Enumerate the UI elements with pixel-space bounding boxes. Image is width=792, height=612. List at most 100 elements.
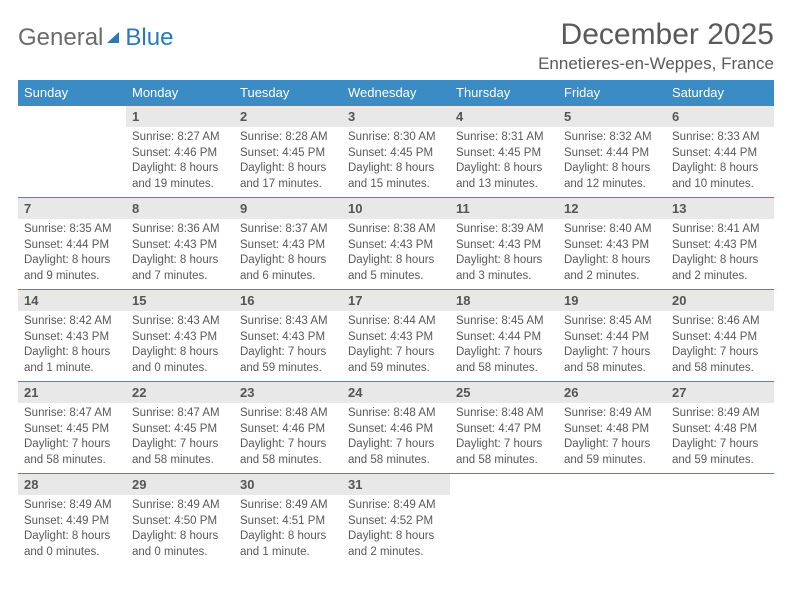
calendar-cell <box>558 474 666 566</box>
day-details: Sunrise: 8:49 AMSunset: 4:48 PMDaylight:… <box>558 403 666 472</box>
day-number: 5 <box>558 106 666 127</box>
day-details: Sunrise: 8:36 AMSunset: 4:43 PMDaylight:… <box>126 219 234 288</box>
page-header: General Blue December 2025 Ennetieres-en… <box>18 18 774 74</box>
calendar-cell: 18Sunrise: 8:45 AMSunset: 4:44 PMDayligh… <box>450 290 558 382</box>
calendar-cell: 4Sunrise: 8:31 AMSunset: 4:45 PMDaylight… <box>450 106 558 198</box>
day-number: 3 <box>342 106 450 127</box>
day-number: 8 <box>126 198 234 219</box>
day-details: Sunrise: 8:49 AMSunset: 4:48 PMDaylight:… <box>666 403 774 472</box>
day-details: Sunrise: 8:27 AMSunset: 4:46 PMDaylight:… <box>126 127 234 196</box>
calendar-cell: 2Sunrise: 8:28 AMSunset: 4:45 PMDaylight… <box>234 106 342 198</box>
day-details: Sunrise: 8:30 AMSunset: 4:45 PMDaylight:… <box>342 127 450 196</box>
day-number: 17 <box>342 290 450 311</box>
calendar-cell: 17Sunrise: 8:44 AMSunset: 4:43 PMDayligh… <box>342 290 450 382</box>
calendar-cell: 14Sunrise: 8:42 AMSunset: 4:43 PMDayligh… <box>18 290 126 382</box>
calendar-cell: 27Sunrise: 8:49 AMSunset: 4:48 PMDayligh… <box>666 382 774 474</box>
day-details: Sunrise: 8:45 AMSunset: 4:44 PMDaylight:… <box>558 311 666 380</box>
logo-triangle-icon <box>105 29 123 47</box>
day-number: 30 <box>234 474 342 495</box>
calendar-cell: 10Sunrise: 8:38 AMSunset: 4:43 PMDayligh… <box>342 198 450 290</box>
day-number: 14 <box>18 290 126 311</box>
calendar-cell: 3Sunrise: 8:30 AMSunset: 4:45 PMDaylight… <box>342 106 450 198</box>
calendar-cell: 5Sunrise: 8:32 AMSunset: 4:44 PMDaylight… <box>558 106 666 198</box>
day-details: Sunrise: 8:31 AMSunset: 4:45 PMDaylight:… <box>450 127 558 196</box>
calendar-cell: 22Sunrise: 8:47 AMSunset: 4:45 PMDayligh… <box>126 382 234 474</box>
day-details: Sunrise: 8:48 AMSunset: 4:47 PMDaylight:… <box>450 403 558 472</box>
day-details: Sunrise: 8:37 AMSunset: 4:43 PMDaylight:… <box>234 219 342 288</box>
calendar-cell: 9Sunrise: 8:37 AMSunset: 4:43 PMDaylight… <box>234 198 342 290</box>
day-details: Sunrise: 8:45 AMSunset: 4:44 PMDaylight:… <box>450 311 558 380</box>
calendar-cell: 21Sunrise: 8:47 AMSunset: 4:45 PMDayligh… <box>18 382 126 474</box>
weekday-header-row: Sunday Monday Tuesday Wednesday Thursday… <box>18 80 774 106</box>
day-details: Sunrise: 8:43 AMSunset: 4:43 PMDaylight:… <box>126 311 234 380</box>
day-number: 19 <box>558 290 666 311</box>
day-details: Sunrise: 8:41 AMSunset: 4:43 PMDaylight:… <box>666 219 774 288</box>
col-monday: Monday <box>126 80 234 106</box>
day-details: Sunrise: 8:32 AMSunset: 4:44 PMDaylight:… <box>558 127 666 196</box>
logo: General Blue <box>18 18 173 52</box>
calendar-cell: 6Sunrise: 8:33 AMSunset: 4:44 PMDaylight… <box>666 106 774 198</box>
calendar-cell: 30Sunrise: 8:49 AMSunset: 4:51 PMDayligh… <box>234 474 342 566</box>
day-number: 6 <box>666 106 774 127</box>
calendar-week-row: 7Sunrise: 8:35 AMSunset: 4:44 PMDaylight… <box>18 198 774 290</box>
calendar-body: 1Sunrise: 8:27 AMSunset: 4:46 PMDaylight… <box>18 106 774 566</box>
day-number: 10 <box>342 198 450 219</box>
col-tuesday: Tuesday <box>234 80 342 106</box>
day-details: Sunrise: 8:33 AMSunset: 4:44 PMDaylight:… <box>666 127 774 196</box>
col-saturday: Saturday <box>666 80 774 106</box>
day-details: Sunrise: 8:49 AMSunset: 4:51 PMDaylight:… <box>234 495 342 564</box>
day-details: Sunrise: 8:46 AMSunset: 4:44 PMDaylight:… <box>666 311 774 380</box>
day-number: 26 <box>558 382 666 403</box>
calendar-week-row: 14Sunrise: 8:42 AMSunset: 4:43 PMDayligh… <box>18 290 774 382</box>
calendar-cell: 8Sunrise: 8:36 AMSunset: 4:43 PMDaylight… <box>126 198 234 290</box>
day-details: Sunrise: 8:44 AMSunset: 4:43 PMDaylight:… <box>342 311 450 380</box>
location: Ennetieres-en-Weppes, France <box>538 54 774 74</box>
calendar-cell: 20Sunrise: 8:46 AMSunset: 4:44 PMDayligh… <box>666 290 774 382</box>
day-number: 29 <box>126 474 234 495</box>
day-details: Sunrise: 8:40 AMSunset: 4:43 PMDaylight:… <box>558 219 666 288</box>
day-number: 4 <box>450 106 558 127</box>
calendar-cell: 19Sunrise: 8:45 AMSunset: 4:44 PMDayligh… <box>558 290 666 382</box>
day-number: 18 <box>450 290 558 311</box>
calendar-cell: 25Sunrise: 8:48 AMSunset: 4:47 PMDayligh… <box>450 382 558 474</box>
day-number: 2 <box>234 106 342 127</box>
calendar-cell: 13Sunrise: 8:41 AMSunset: 4:43 PMDayligh… <box>666 198 774 290</box>
calendar-table: Sunday Monday Tuesday Wednesday Thursday… <box>18 80 774 566</box>
day-number: 7 <box>18 198 126 219</box>
calendar-week-row: 21Sunrise: 8:47 AMSunset: 4:45 PMDayligh… <box>18 382 774 474</box>
month-title: December 2025 <box>538 18 774 52</box>
calendar-cell <box>450 474 558 566</box>
day-details: Sunrise: 8:47 AMSunset: 4:45 PMDaylight:… <box>126 403 234 472</box>
day-details: Sunrise: 8:38 AMSunset: 4:43 PMDaylight:… <box>342 219 450 288</box>
day-number: 27 <box>666 382 774 403</box>
calendar-cell <box>18 106 126 198</box>
day-details: Sunrise: 8:42 AMSunset: 4:43 PMDaylight:… <box>18 311 126 380</box>
day-number: 11 <box>450 198 558 219</box>
day-details: Sunrise: 8:48 AMSunset: 4:46 PMDaylight:… <box>234 403 342 472</box>
day-number: 23 <box>234 382 342 403</box>
calendar-week-row: 28Sunrise: 8:49 AMSunset: 4:49 PMDayligh… <box>18 474 774 566</box>
day-details: Sunrise: 8:39 AMSunset: 4:43 PMDaylight:… <box>450 219 558 288</box>
day-details: Sunrise: 8:49 AMSunset: 4:52 PMDaylight:… <box>342 495 450 564</box>
day-number: 9 <box>234 198 342 219</box>
title-block: December 2025 Ennetieres-en-Weppes, Fran… <box>538 18 774 74</box>
col-sunday: Sunday <box>18 80 126 106</box>
logo-part2: Blue <box>125 24 173 52</box>
col-friday: Friday <box>558 80 666 106</box>
day-number: 1 <box>126 106 234 127</box>
day-number: 31 <box>342 474 450 495</box>
logo-part1: General <box>18 24 103 52</box>
day-number: 13 <box>666 198 774 219</box>
col-wednesday: Wednesday <box>342 80 450 106</box>
day-number: 22 <box>126 382 234 403</box>
day-number: 15 <box>126 290 234 311</box>
day-details: Sunrise: 8:49 AMSunset: 4:50 PMDaylight:… <box>126 495 234 564</box>
calendar-cell: 26Sunrise: 8:49 AMSunset: 4:48 PMDayligh… <box>558 382 666 474</box>
day-number: 25 <box>450 382 558 403</box>
calendar-cell: 15Sunrise: 8:43 AMSunset: 4:43 PMDayligh… <box>126 290 234 382</box>
calendar-cell: 1Sunrise: 8:27 AMSunset: 4:46 PMDaylight… <box>126 106 234 198</box>
calendar-cell <box>666 474 774 566</box>
calendar-cell: 31Sunrise: 8:49 AMSunset: 4:52 PMDayligh… <box>342 474 450 566</box>
calendar-cell: 28Sunrise: 8:49 AMSunset: 4:49 PMDayligh… <box>18 474 126 566</box>
day-details: Sunrise: 8:35 AMSunset: 4:44 PMDaylight:… <box>18 219 126 288</box>
